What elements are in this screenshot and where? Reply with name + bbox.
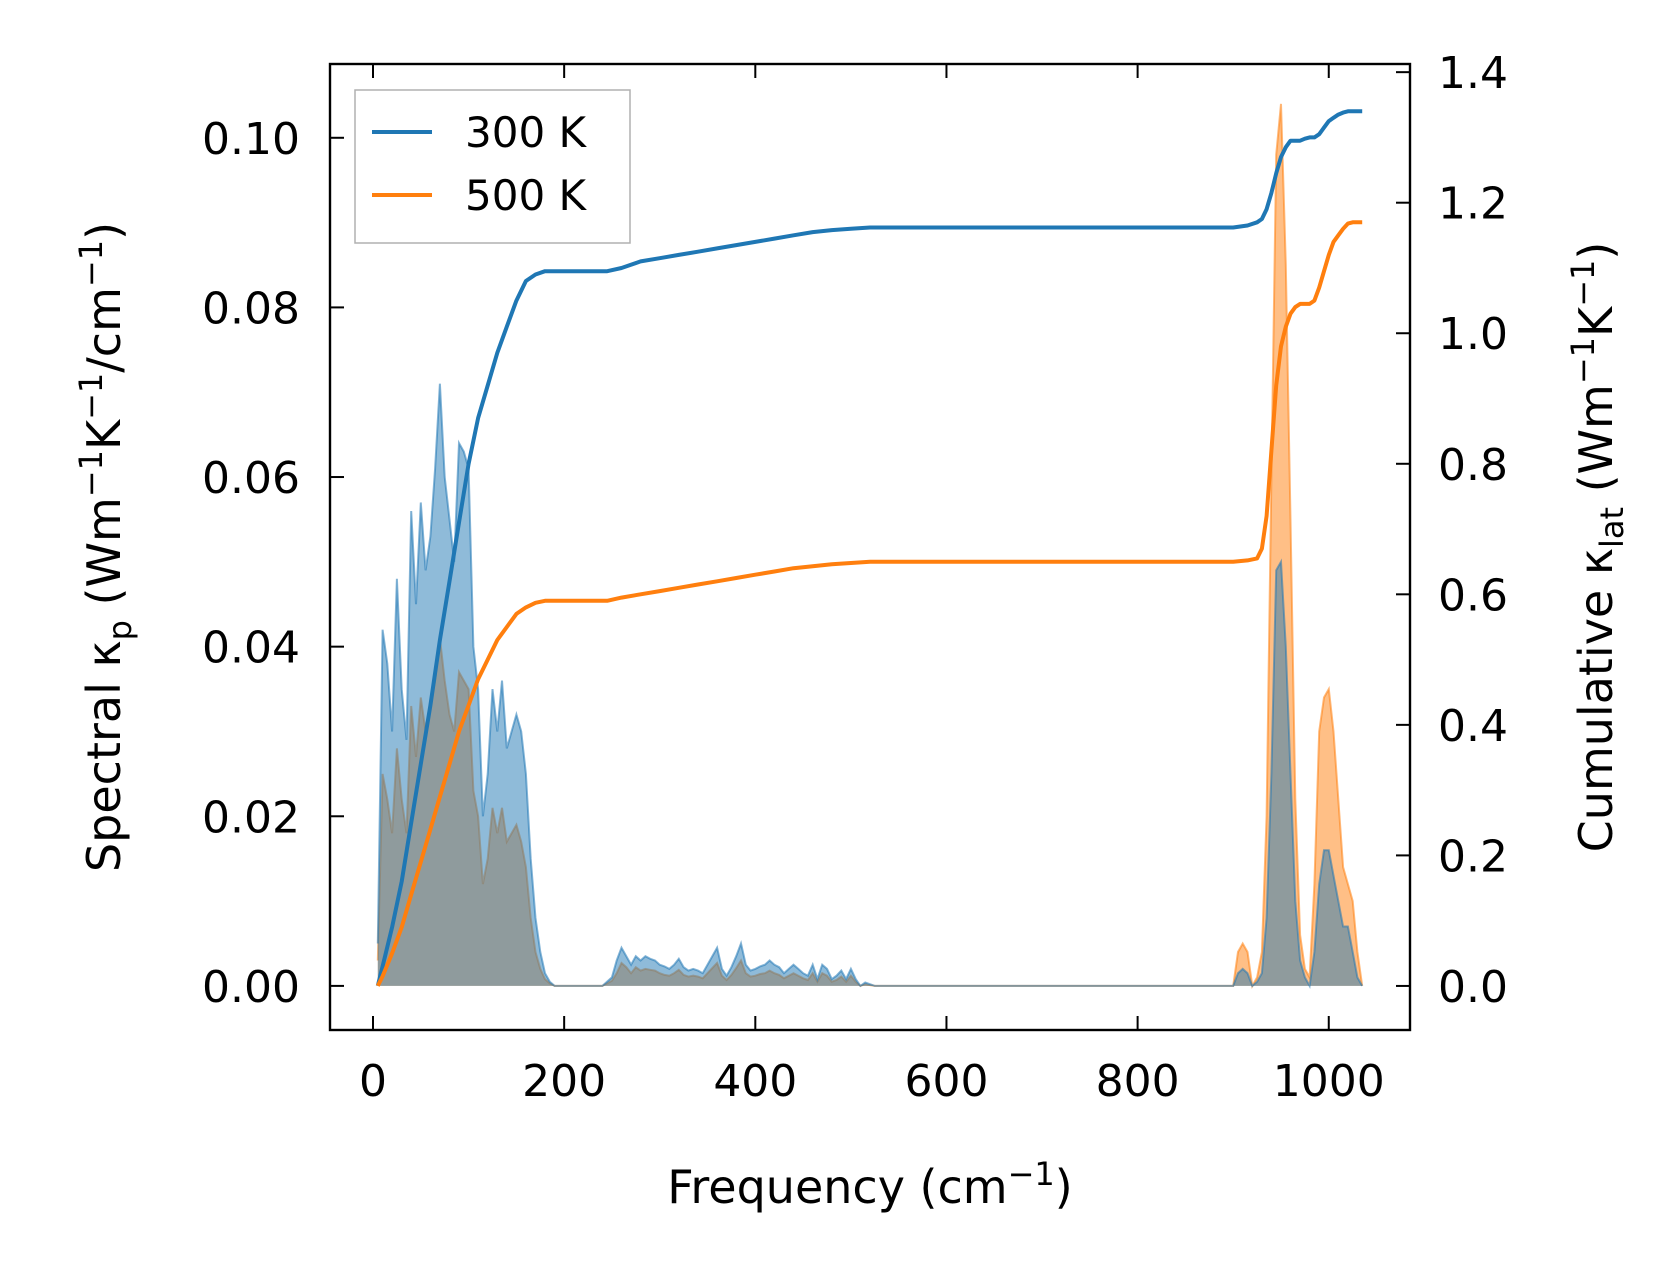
y-left-tick-label: 0.06	[202, 453, 300, 504]
legend-box	[354, 89, 631, 244]
legend-label-500k: 500 K	[465, 171, 588, 220]
cumulative-lines	[375, 109, 1363, 987]
spectral-area-300k	[377, 383, 1363, 986]
y-right-tick-label: 0.0	[1438, 962, 1508, 1013]
x-tick-label: 800	[1096, 1056, 1180, 1107]
y-right-tick-label: 0.8	[1438, 440, 1508, 491]
spectral-areas	[376, 103, 1364, 989]
y-right-tick-label: 0.4	[1438, 701, 1508, 752]
x-tick-label: 0	[359, 1056, 387, 1107]
cumulative-line-500k	[376, 220, 1363, 987]
legend: 300 K 500 K	[354, 89, 631, 244]
y-right-axis-label: Cumulative κlat (Wm−1K−1)	[1564, 242, 1631, 853]
y-right-axis-ticks: 0.0 0.2 0.4 0.6 0.8 1.0 1.2 1.4	[1396, 48, 1508, 1013]
y-right-tick-label: 1.0	[1438, 309, 1508, 360]
y-right-tick-label: 1.4	[1438, 48, 1508, 99]
plot-frame	[328, 62, 1412, 1032]
y-right-tick-label: 0.2	[1438, 831, 1508, 882]
y-left-axis-ticks: 0.00 0.02 0.04 0.06 0.08 0.10	[202, 114, 344, 1013]
y-left-tick-label: 0.00	[202, 962, 300, 1013]
x-tick-label: 400	[713, 1056, 797, 1107]
x-axis-label: Frequency (cm−1)	[667, 1155, 1072, 1214]
y-left-axis-label: Spectral κp (Wm−1K−1/cm−1)	[72, 222, 139, 872]
spectral-outline-300k	[376, 383, 1364, 989]
y-left-tick-label: 0.10	[202, 114, 300, 165]
x-tick-label: 200	[522, 1056, 606, 1107]
y-right-tick-label: 0.6	[1438, 570, 1508, 621]
x-tick-label: 600	[904, 1056, 988, 1107]
y-left-tick-label: 0.04	[202, 623, 300, 674]
y-right-tick-label: 1.2	[1438, 179, 1508, 230]
x-axis-ticks: 0 200 400 600 800 1000	[359, 64, 1385, 1107]
cumulative-line-300k	[375, 109, 1363, 987]
y-left-tick-label: 0.08	[202, 283, 300, 334]
x-tick-label: 1000	[1273, 1056, 1385, 1107]
y-left-tick-label: 0.02	[202, 792, 300, 843]
legend-label-300k: 300 K	[465, 108, 588, 157]
